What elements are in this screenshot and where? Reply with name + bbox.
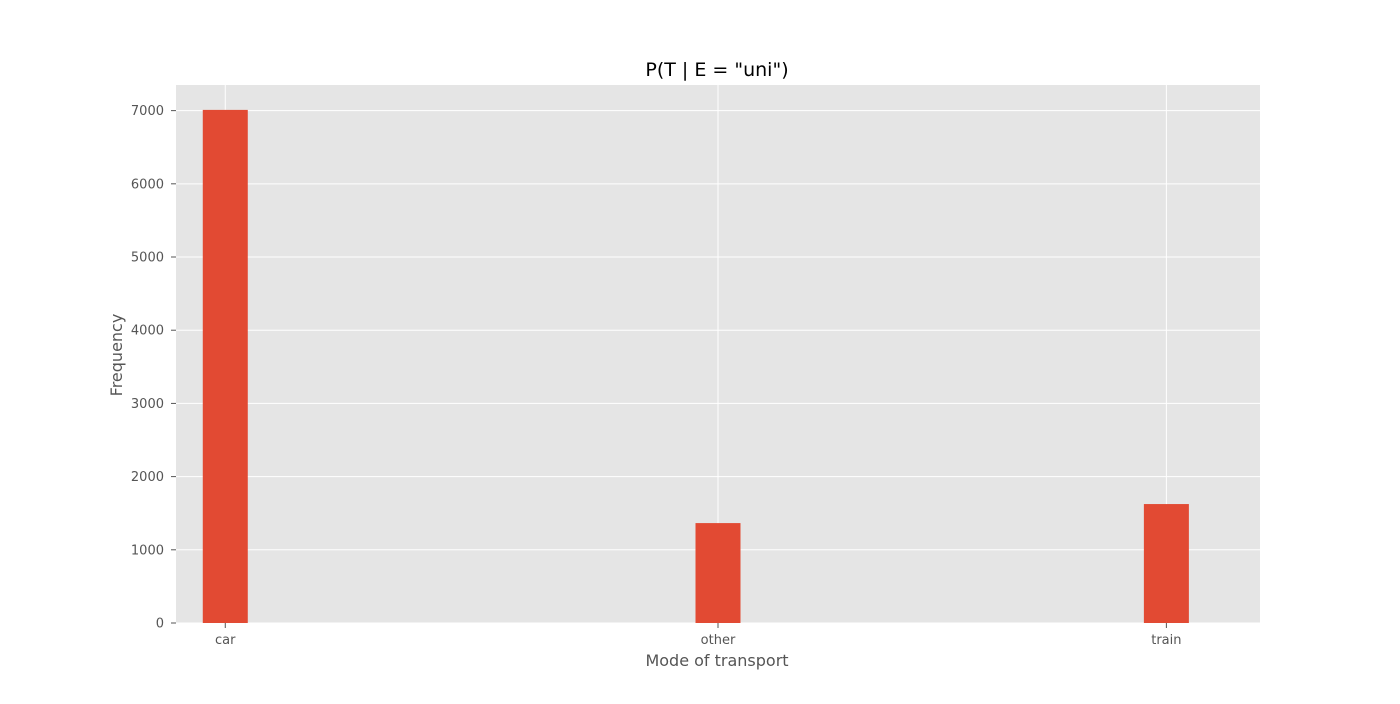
chart-title: P(T | E = "uni") bbox=[645, 59, 788, 81]
x-axis-ticks: car other train bbox=[215, 623, 1182, 648]
bars bbox=[202, 109, 1189, 623]
bar-train bbox=[1143, 504, 1189, 623]
x-tick-label-car: car bbox=[215, 633, 236, 648]
x-tick-label-train: train bbox=[1151, 633, 1181, 648]
x-axis-label: Mode of transport bbox=[645, 651, 788, 670]
y-axis-ticks: 0 1000 2000 3000 4000 5000 6000 7000 bbox=[131, 104, 176, 632]
y-tick-label: 4000 bbox=[131, 324, 164, 339]
y-axis-label: Frequency bbox=[107, 314, 126, 397]
y-tick-label: 6000 bbox=[131, 177, 164, 192]
y-tick-label: 3000 bbox=[131, 397, 164, 412]
y-tick-label: 5000 bbox=[131, 251, 164, 266]
y-tick-label: 7000 bbox=[131, 104, 164, 119]
x-tick-label-other: other bbox=[701, 633, 736, 648]
y-tick-label: 2000 bbox=[131, 470, 164, 485]
bar-car bbox=[202, 109, 248, 623]
y-tick-label: 0 bbox=[156, 617, 164, 632]
bar-other bbox=[695, 523, 741, 623]
y-tick-label: 1000 bbox=[131, 543, 164, 558]
